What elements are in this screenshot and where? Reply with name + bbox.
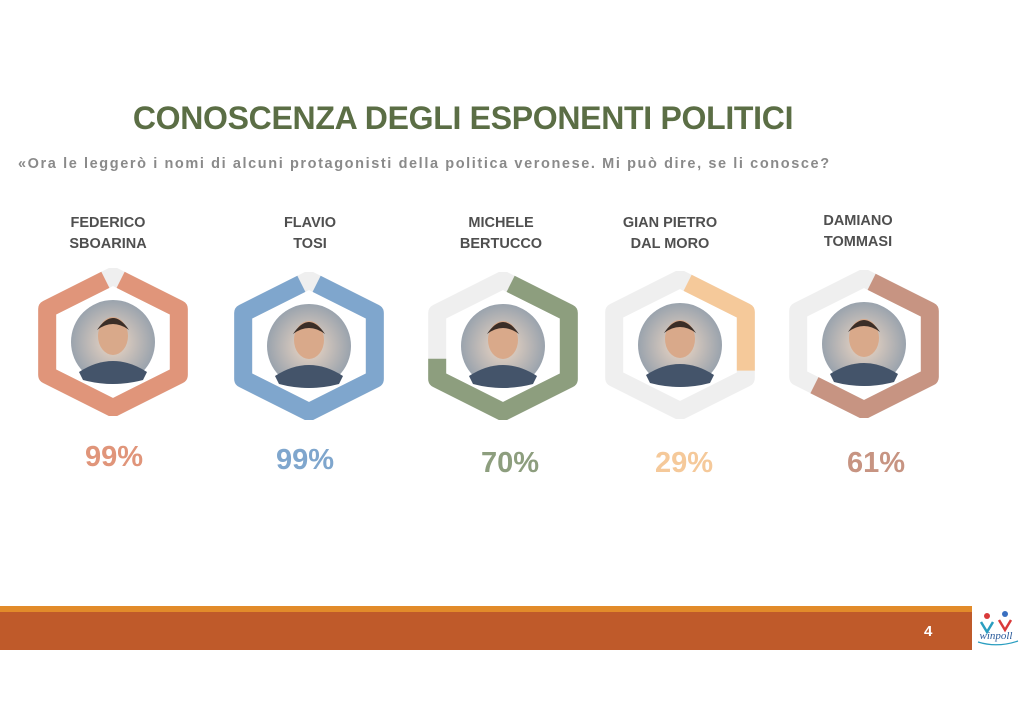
awareness-ring: [31, 268, 195, 416]
portrait-photo: [822, 302, 906, 386]
percentage-label: 61%: [846, 447, 906, 479]
person-last-name: TOMMASI: [823, 234, 893, 250]
footer-accent-bar: [0, 606, 972, 612]
awareness-ring: [227, 272, 391, 420]
person-first-name: MICHELE: [468, 215, 534, 231]
ring-progress-arc: [605, 271, 755, 419]
ring-graphic: [605, 271, 755, 419]
ring-progress-arc: [38, 268, 188, 416]
person-last-name: BERTUCCO: [459, 236, 543, 252]
percentage-label: 29%: [654, 447, 714, 479]
person-name: FEDERICO SBOARINA: [28, 213, 188, 255]
portrait-photo: [71, 300, 155, 384]
survey-question: «Ora le leggerò i nomi di alcuni protago…: [18, 156, 831, 172]
ring-graphic: [38, 268, 188, 416]
percentage-label: 99%: [275, 444, 335, 476]
logo-text: winpoll: [979, 630, 1012, 642]
awareness-ring: [598, 271, 762, 419]
person-name: FLAVIO TOSI: [230, 213, 390, 255]
portrait-photo: [461, 304, 545, 388]
percentage-label: 70%: [480, 447, 540, 479]
page-title: CONOSCENZA DEGLI ESPONENTI POLITICI: [132, 100, 794, 136]
ring-graphic: [428, 272, 578, 420]
person-first-name: DAMIANO: [823, 213, 893, 229]
person-last-name: SBOARINA: [69, 236, 147, 252]
person-last-name: TOSI: [293, 236, 327, 252]
ring-progress-arc: [789, 270, 939, 418]
ring-progress-arc: [234, 272, 384, 420]
person-name: DAMIANO TOMMASI: [778, 211, 938, 253]
person-first-name: FEDERICO: [70, 215, 146, 231]
portrait-photo: [638, 303, 722, 387]
person-first-name: GIAN PIETRO: [622, 215, 718, 231]
awareness-ring: [421, 272, 585, 420]
person-name: GIAN PIETRO DAL MORO: [590, 213, 750, 255]
ring-progress-arc: [428, 272, 578, 420]
awareness-ring: [782, 270, 946, 418]
winpoll-logo: winpoll: [972, 604, 1022, 650]
percentage-label: 99%: [84, 441, 144, 473]
ring-graphic: [789, 270, 939, 418]
ring-graphic: [234, 272, 384, 420]
person-name: MICHELE BERTUCCO: [421, 213, 581, 255]
person-first-name: FLAVIO: [283, 215, 337, 231]
page-number: 4: [924, 623, 933, 640]
footer-bar: [0, 612, 972, 650]
portrait-photo: [267, 304, 351, 388]
person-last-name: DAL MORO: [630, 236, 710, 252]
